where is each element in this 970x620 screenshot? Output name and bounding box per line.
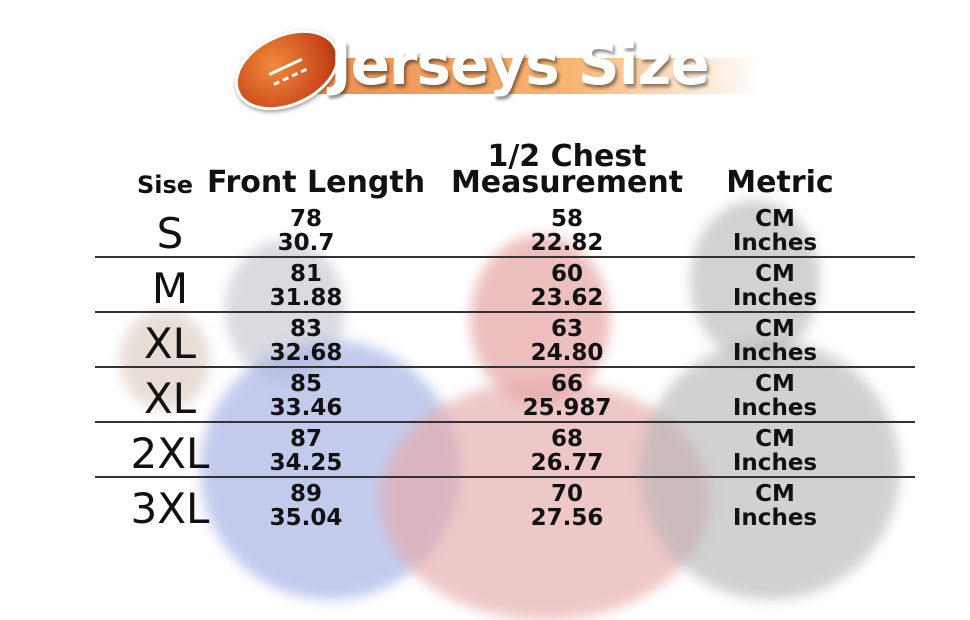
front-length-inches: 30.7: [277, 230, 335, 256]
chest-cm: 66: [550, 371, 583, 397]
row-divider: [95, 311, 915, 313]
metric-cm: CM: [755, 481, 795, 507]
chest-cm: 68: [550, 426, 583, 452]
chest-inches: 27.56: [530, 505, 604, 531]
size-label: XL: [143, 374, 197, 423]
front-length-inches: 32.68: [269, 340, 343, 366]
header-chest-line1: 1/2 Chest: [487, 139, 647, 174]
chest-inches: 25.987: [522, 395, 612, 421]
metric-cm: CM: [755, 426, 795, 452]
chest-cm: 58: [550, 206, 583, 232]
metric-inches: Inches: [732, 340, 818, 366]
size-label: XL: [143, 319, 197, 368]
header-size: Sise: [136, 171, 194, 199]
speed-streak: [290, 58, 760, 94]
row-divider: [95, 256, 915, 258]
header-metric: Metric: [726, 165, 834, 200]
metric-inches: Inches: [732, 230, 818, 256]
front-length-cm: 81: [289, 261, 322, 287]
title-banner: Jerseys Size: [221, 14, 770, 126]
metric-cm: CM: [755, 261, 795, 287]
front-length-inches: 33.46: [269, 395, 343, 421]
chest-inches: 23.62: [530, 285, 604, 311]
size-label: 3XL: [130, 484, 210, 533]
size-label: M: [151, 264, 189, 313]
row-divider: [95, 421, 915, 423]
front-length-inches: 31.88: [269, 285, 343, 311]
chest-cm: 63: [550, 316, 583, 342]
chest-cm: 70: [550, 481, 583, 507]
metric-cm: CM: [755, 206, 795, 232]
header-chest-line2: Measurement: [450, 165, 684, 200]
metric-inches: Inches: [732, 450, 818, 476]
metric-inches: Inches: [732, 505, 818, 531]
header-front-length: Front Length: [206, 165, 426, 200]
front-length-cm: 85: [289, 371, 322, 397]
metric-cm: CM: [755, 371, 795, 397]
chest-inches: 22.82: [530, 230, 604, 256]
row-divider: [95, 366, 915, 368]
size-label: S: [156, 209, 184, 258]
page-title: Jerseys Size: [330, 30, 710, 98]
front-length-inches: 34.25: [269, 450, 343, 476]
chest-inches: 26.77: [530, 450, 604, 476]
metric-inches: Inches: [732, 285, 818, 311]
front-length-cm: 78: [289, 206, 322, 232]
front-length-cm: 89: [289, 481, 322, 507]
front-length-cm: 87: [289, 426, 322, 452]
metric-inches: Inches: [732, 395, 818, 421]
row-divider: [95, 476, 915, 478]
metric-cm: CM: [755, 316, 795, 342]
chest-inches: 24.80: [530, 340, 604, 366]
chest-cm: 60: [550, 261, 583, 287]
front-length-inches: 35.04: [269, 505, 343, 531]
size-label: 2XL: [130, 429, 210, 478]
front-length-cm: 83: [289, 316, 322, 342]
